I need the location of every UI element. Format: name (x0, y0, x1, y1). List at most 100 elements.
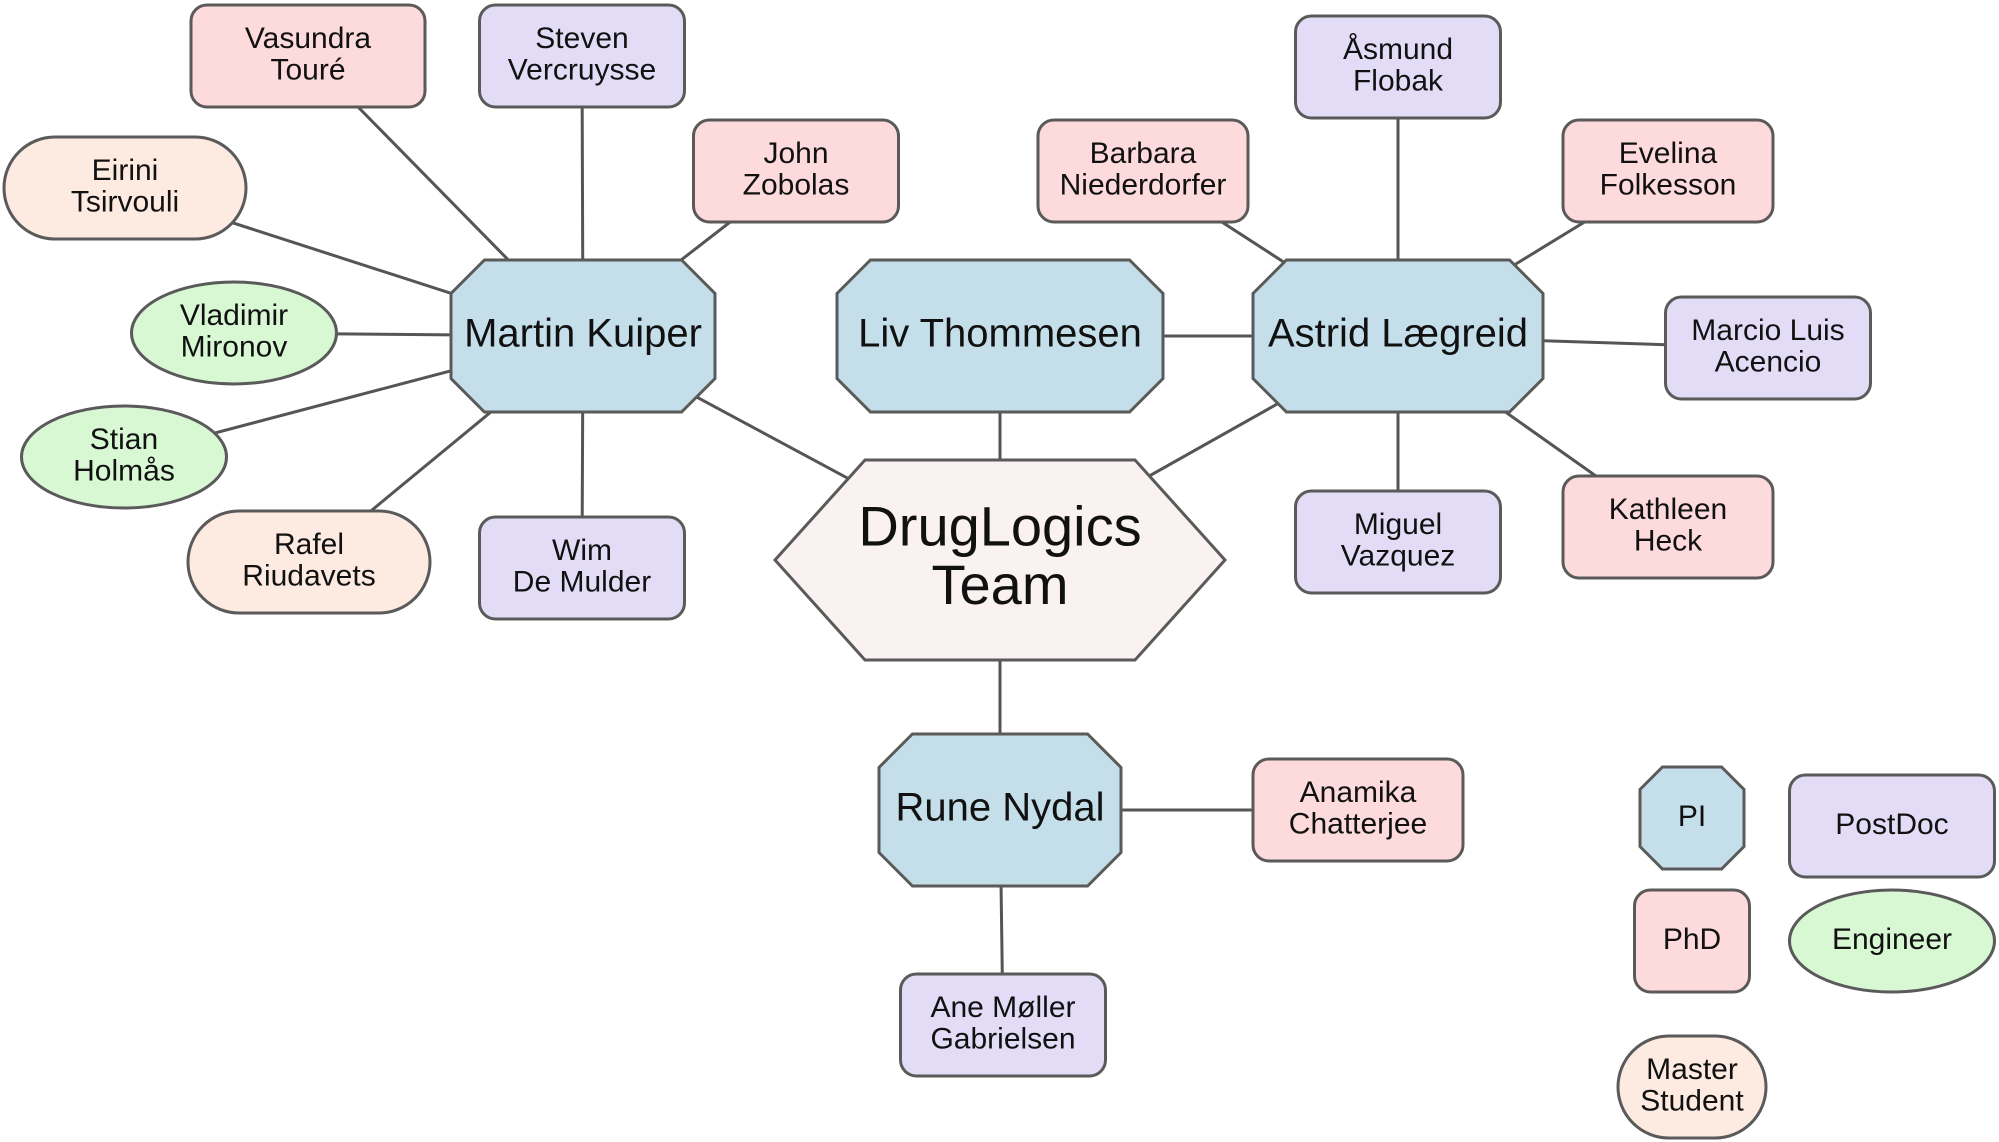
node-phd-evelina-shape (1561, 118, 1775, 224)
legend-pi-shape (1638, 765, 1746, 871)
node-pi-martin: Martin Kuiper (449, 258, 717, 414)
node-phd-vasundra-label: Vasundra (245, 22, 372, 55)
node-postdoc-miguel-shape (1294, 489, 1502, 595)
legend-engineer-shape (1788, 888, 1996, 994)
node-phd-barbara-label: Niederdorfer (1060, 169, 1227, 202)
node-phd-evelina-label: Folkesson (1600, 169, 1737, 202)
node-engineer-vladimir-shape (130, 280, 338, 386)
node-phd-vasundra-shape (189, 3, 427, 109)
node-postdoc-steven-label: Vercruysse (508, 54, 656, 87)
node-postdoc-marcio-label: Marcio Luis (1691, 314, 1844, 347)
node-postdoc-wim-label: Wim (552, 534, 612, 567)
legend-pi: PI (1638, 765, 1746, 871)
legend-postdoc: PostDoc (1788, 773, 1996, 879)
node-phd-anamika-label: Chatterjee (1289, 808, 1427, 841)
legend-phd-shape (1633, 888, 1751, 994)
node-engineer-stian-label: Stian (90, 423, 158, 456)
node-phd-john-shape (692, 118, 900, 224)
node-master-eirini-label: Eirini (92, 154, 159, 187)
node-engineer-stian-shape (20, 404, 228, 510)
node-pi-liv-label: Liv Thommesen (858, 312, 1142, 356)
node-phd-kathleen-label: Kathleen (1609, 493, 1727, 526)
legend-pi-label: PI (1678, 800, 1706, 833)
node-master-eirini-label: Tsirvouli (71, 186, 179, 219)
legend-phd: PhD (1633, 888, 1751, 994)
node-engineer-stian-label: Holmås (73, 455, 175, 488)
node-phd-evelina-label: Evelina (1619, 137, 1718, 170)
node-pi-liv-shape (835, 258, 1165, 414)
node-phd-barbara-label: Barbara (1090, 137, 1197, 170)
node-phd-kathleen-shape (1561, 474, 1775, 580)
node-postdoc-ane-shape (899, 972, 1107, 1078)
legend-master-label: Student (1640, 1085, 1744, 1118)
node-phd-vasundra-label: Touré (270, 54, 345, 87)
node-postdoc-marcio-shape (1664, 295, 1872, 401)
node-pi-martin-label: Martin Kuiper (464, 312, 702, 356)
node-postdoc-asmund-label: Åsmund (1343, 33, 1453, 66)
node-pi-astrid-shape (1251, 258, 1545, 414)
node-master-eirini-shape (2, 135, 248, 241)
node-postdoc-wim-label: De Mulder (513, 566, 651, 599)
node-postdoc-asmund-shape (1294, 14, 1502, 120)
node-master-rafel-shape (186, 509, 432, 615)
node-pi-astrid-label: Astrid Lægreid (1268, 312, 1528, 356)
legend-master-label: Master (1646, 1053, 1738, 1086)
legend-phd-label: PhD (1663, 923, 1721, 956)
legend-postdoc-shape (1788, 773, 1996, 879)
node-phd-john-label: John (763, 137, 828, 170)
node-team-label: DrugLogics (858, 494, 1141, 557)
node-postdoc-steven-shape (478, 3, 686, 109)
legend-engineer-label: Engineer (1832, 923, 1952, 956)
node-postdoc-steven-label: Steven (535, 22, 628, 55)
node-postdoc-miguel-label: Miguel (1354, 508, 1442, 541)
node-postdoc-wim-shape (478, 515, 686, 621)
node-pi-astrid: Astrid Lægreid (1251, 258, 1545, 414)
legend-master-shape (1616, 1034, 1768, 1140)
node-engineer-vladimir-label: Mironov (181, 331, 288, 364)
node-phd-barbara-shape (1036, 118, 1250, 224)
node-pi-rune-shape (877, 732, 1123, 888)
node-postdoc-asmund-label: Flobak (1353, 65, 1444, 98)
node-team-label: Team (932, 553, 1069, 616)
node-postdoc-marcio-label: Acencio (1715, 346, 1822, 379)
node-engineer-vladimir-label: Vladimir (180, 299, 288, 332)
node-phd-kathleen-label: Heck (1634, 525, 1703, 558)
legend-postdoc-label: PostDoc (1835, 808, 1948, 841)
node-phd-john-label: Zobolas (743, 169, 850, 202)
node-pi-liv: Liv Thommesen (835, 258, 1165, 414)
node-team-shape (772, 458, 1228, 662)
node-postdoc-miguel-label: Vazquez (1341, 540, 1456, 573)
node-phd-anamika-label: Anamika (1300, 776, 1417, 809)
node-master-rafel-label: Riudavets (242, 560, 375, 593)
node-master-rafel-label: Rafel (274, 528, 344, 561)
node-pi-rune-label: Rune Nydal (895, 786, 1104, 830)
node-phd-anamika-shape (1251, 757, 1465, 863)
node-pi-martin-shape (449, 258, 717, 414)
legend-engineer: Engineer (1788, 888, 1996, 994)
node-postdoc-ane-label: Ane Møller (930, 991, 1075, 1024)
node-pi-rune: Rune Nydal (877, 732, 1123, 888)
node-postdoc-ane-label: Gabrielsen (930, 1023, 1075, 1056)
